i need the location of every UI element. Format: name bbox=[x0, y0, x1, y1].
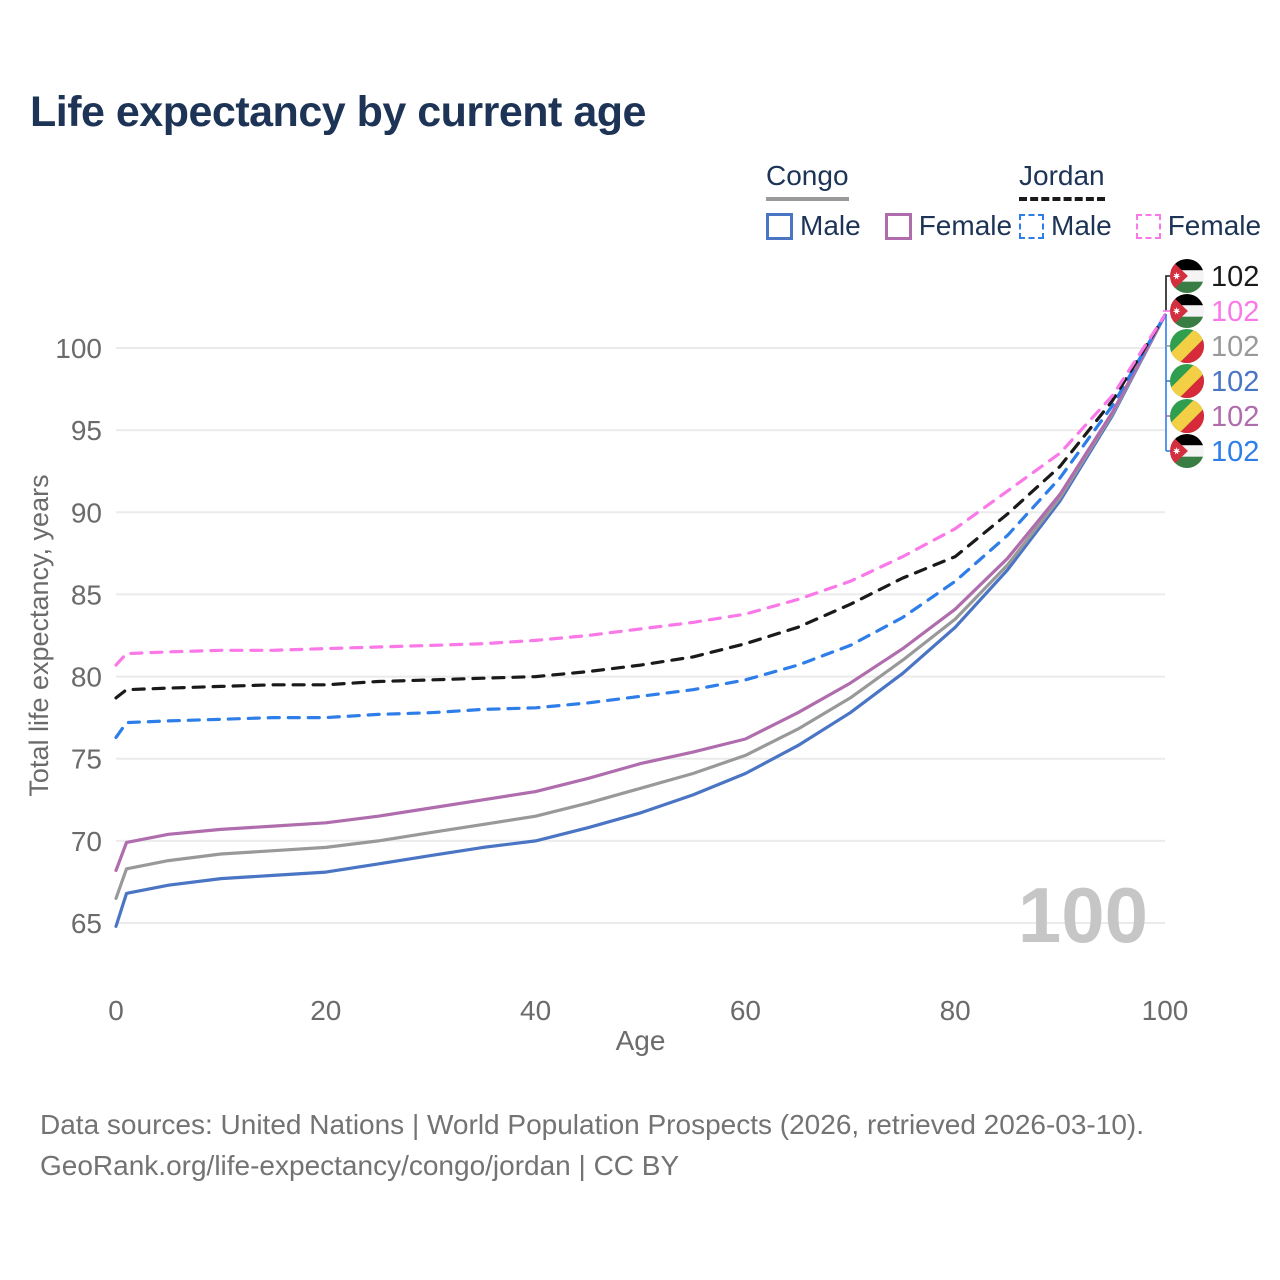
page-title: Life expectancy by current age bbox=[30, 88, 646, 136]
congo-flag-icon bbox=[1170, 329, 1204, 363]
x-tick-label: 20 bbox=[310, 995, 341, 1026]
legend-group-jordan: Jordan Male Female bbox=[1019, 160, 1261, 242]
congo-male-swatch-icon bbox=[766, 212, 793, 240]
legend-item-label: Male bbox=[1051, 210, 1112, 241]
end-label-row: 102 bbox=[1170, 364, 1259, 398]
end-label-row: 102 bbox=[1170, 329, 1259, 363]
y-tick-label: 75 bbox=[71, 744, 102, 775]
y-tick-label: 90 bbox=[71, 497, 102, 528]
series-line-jordan-total[interactable] bbox=[114, 313, 1167, 700]
legend-item-label: Female bbox=[1167, 210, 1262, 241]
legend-item-label: Female bbox=[918, 210, 1013, 241]
legend-item-congo-male[interactable]: Male bbox=[766, 210, 861, 242]
x-tick-label: 80 bbox=[940, 995, 971, 1026]
age-watermark: 100 bbox=[1018, 871, 1148, 959]
x-axis-title: Age bbox=[616, 1025, 666, 1056]
legend-group-title-jordan[interactable]: Jordan bbox=[1019, 160, 1105, 201]
legend-item-label: Male bbox=[800, 210, 861, 241]
data-sources-text: Data sources: United Nations | World Pop… bbox=[40, 1109, 1145, 1140]
end-label-value: 102 bbox=[1211, 296, 1259, 328]
legend-item-jordan-female[interactable]: Female bbox=[1135, 210, 1262, 242]
x-tick-label: 0 bbox=[108, 995, 124, 1026]
footer: Data sources: United Nations | World Pop… bbox=[40, 1104, 1144, 1186]
end-label-value: 102 bbox=[1211, 401, 1259, 433]
jordan-female-swatch-icon bbox=[1135, 213, 1161, 239]
jordan-flag-icon bbox=[1170, 294, 1204, 328]
end-label-row: 102 bbox=[1170, 259, 1259, 293]
x-tick-label: 60 bbox=[730, 995, 761, 1026]
y-tick-label: 95 bbox=[71, 415, 102, 446]
congo-female-swatch-icon bbox=[884, 212, 912, 240]
series-line-jordan-male[interactable] bbox=[114, 313, 1167, 740]
jordan-flag-icon bbox=[1170, 259, 1204, 293]
x-tick-label: 40 bbox=[520, 995, 551, 1026]
series-line-congo-female[interactable] bbox=[114, 313, 1167, 873]
attribution-link[interactable]: GeoRank.org/life-expectancy/congo/jordan… bbox=[40, 1150, 680, 1181]
legend-item-congo-female[interactable]: Female bbox=[884, 210, 1013, 242]
end-label-row: 102 bbox=[1170, 399, 1259, 433]
end-label-row: 102 bbox=[1170, 294, 1259, 328]
chart-legend: Congo Male Female Jordan Male bbox=[0, 160, 1280, 242]
y-tick-label: 85 bbox=[71, 579, 102, 610]
congo-flag-icon bbox=[1170, 364, 1204, 398]
series-line-congo-male[interactable] bbox=[114, 313, 1167, 928]
congo-flag-icon bbox=[1170, 399, 1204, 433]
legend-group-title-congo[interactable]: Congo bbox=[766, 160, 849, 201]
series-line-jordan-female[interactable] bbox=[114, 313, 1167, 667]
end-label-value: 102 bbox=[1211, 261, 1259, 293]
y-tick-label: 80 bbox=[71, 662, 102, 693]
end-label-value: 102 bbox=[1211, 366, 1259, 398]
y-axis-title: Total life expectancy, years bbox=[24, 474, 54, 796]
y-tick-label: 100 bbox=[55, 333, 102, 364]
leader-line bbox=[1165, 275, 1171, 311]
end-label-row: 102 bbox=[1170, 434, 1259, 468]
jordan-flag-icon bbox=[1170, 434, 1204, 468]
end-label-value: 102 bbox=[1211, 436, 1259, 468]
legend-item-jordan-male[interactable]: Male bbox=[1019, 210, 1112, 242]
y-tick-label: 65 bbox=[71, 908, 102, 939]
x-tick-label: 100 bbox=[1142, 995, 1189, 1026]
end-label-value: 102 bbox=[1211, 331, 1259, 363]
series-line-congo-total[interactable] bbox=[114, 313, 1167, 901]
y-tick-label: 70 bbox=[71, 826, 102, 857]
jordan-male-swatch-icon bbox=[1019, 213, 1044, 239]
legend-group-congo: Congo Male Female bbox=[766, 160, 1012, 242]
